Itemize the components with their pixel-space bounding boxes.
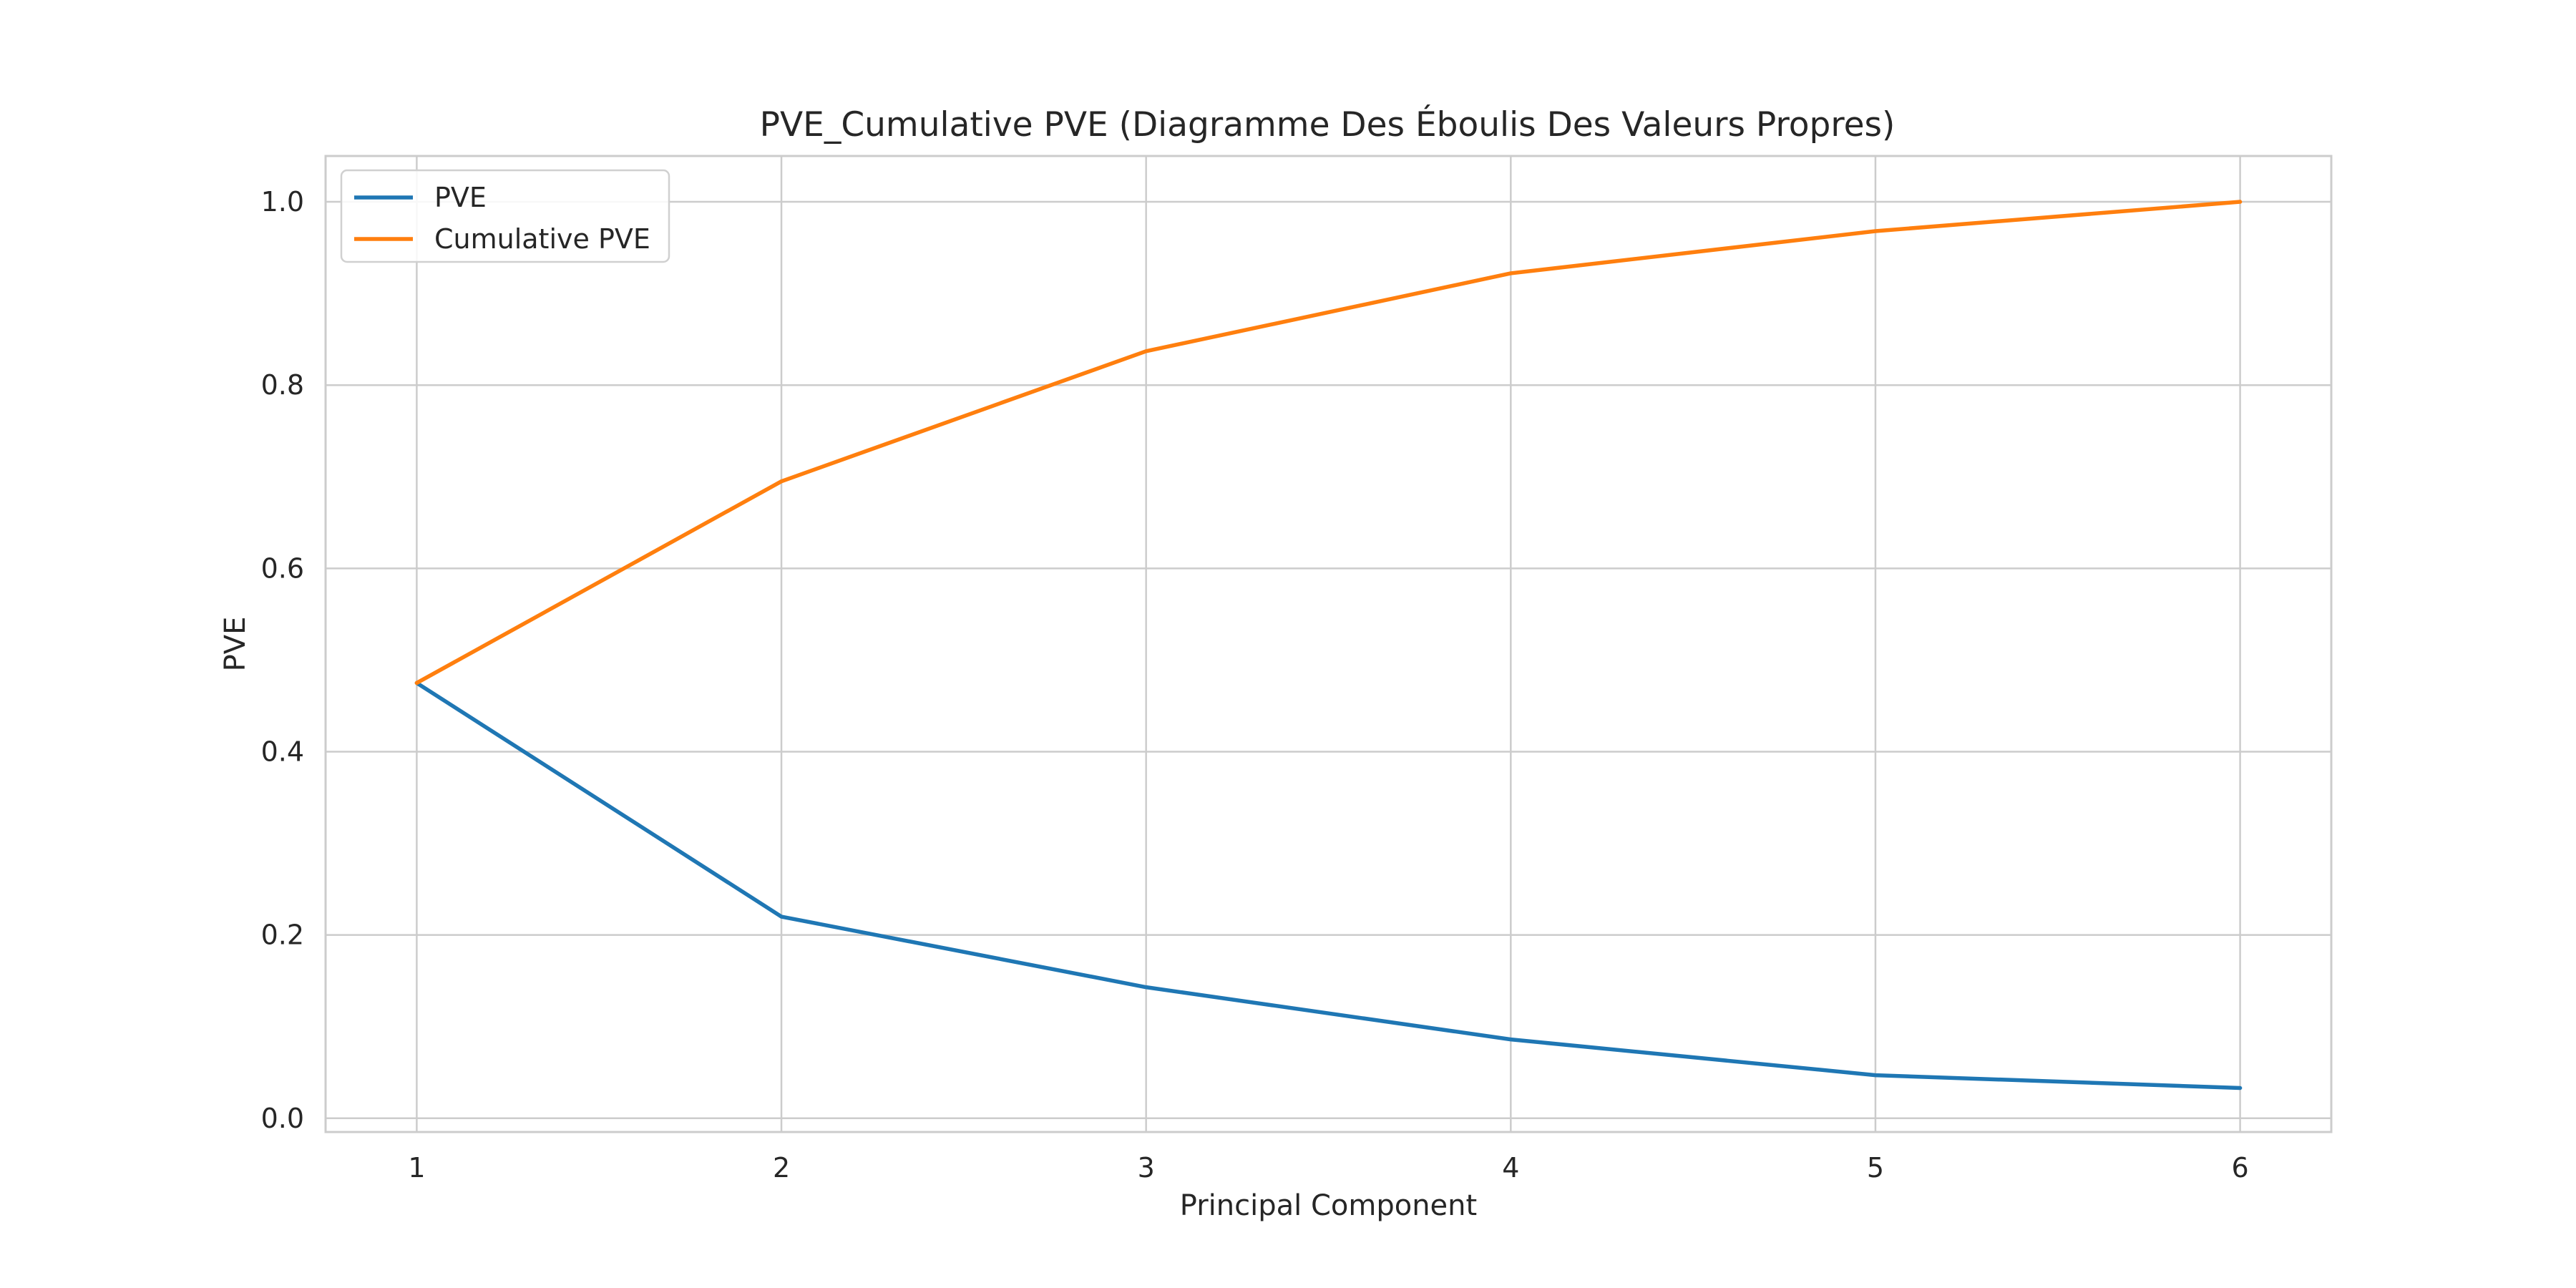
tick-labels: 1 2 3 4 5 6 0.0 0.2 0.4 0.6 0.8 1.0 [261, 186, 2249, 1184]
x-tick-label: 1 [408, 1152, 425, 1184]
y-tick-label: 0.0 [261, 1103, 304, 1134]
x-tick-label: 6 [2231, 1152, 2248, 1184]
chart-title: PVE_Cumulative PVE (Diagramme Des Ébouli… [760, 105, 1896, 145]
series-line-pve [414, 680, 2243, 1091]
y-tick-label: 1.0 [261, 186, 304, 218]
legend-label: Cumulative PVE [434, 223, 650, 255]
legend-box [340, 169, 670, 263]
y-tick-label: 0.8 [261, 369, 304, 401]
legend-label: PVE [434, 182, 487, 213]
x-tick-label: 2 [773, 1152, 790, 1184]
x-tick-label: 3 [1138, 1152, 1155, 1184]
y-axis-label: PVE [219, 617, 252, 672]
x-tick-label: 4 [1502, 1152, 1519, 1184]
plot-frame [324, 155, 2333, 1133]
legend: PVE Cumulative PVE [340, 169, 670, 263]
x-axis-label: Principal Component [1180, 1189, 1477, 1222]
series-line-cumulative-pve [414, 200, 2243, 686]
y-tick-label: 0.6 [261, 552, 304, 584]
x-tick-label: 5 [1867, 1152, 1884, 1184]
y-tick-label: 0.4 [261, 736, 304, 767]
grid [326, 156, 2331, 1132]
series-layer [414, 200, 2243, 1091]
y-tick-label: 0.2 [261, 919, 304, 951]
